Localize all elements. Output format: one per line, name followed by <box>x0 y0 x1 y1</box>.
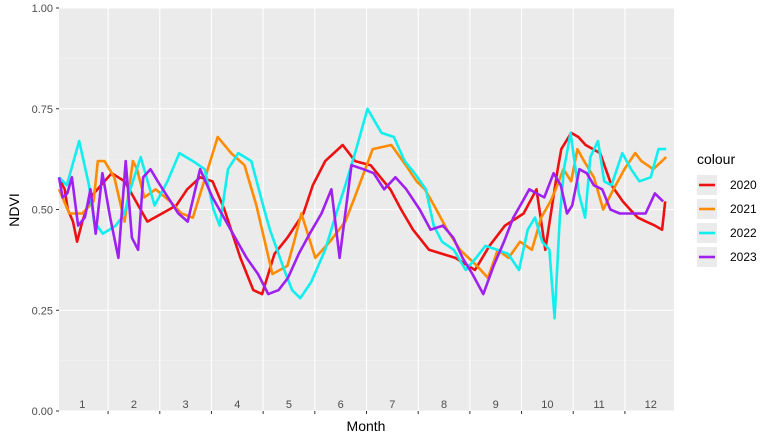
month-label: 10 <box>541 399 553 411</box>
month-label: 2 <box>131 399 137 411</box>
month-label: 1 <box>79 399 85 411</box>
series-line-2020 <box>57 131 667 296</box>
y-axis-ticks: 0.00 0.25 0.50 0.75 1.00 <box>32 3 59 418</box>
month-label: 3 <box>183 399 189 411</box>
series-line-2023 <box>57 159 665 296</box>
series-lines <box>57 107 668 320</box>
x-axis-ticks: 1 2 3 4 5 6 7 8 9 10 11 12 <box>79 399 657 414</box>
y-axis-title: NDVI <box>6 193 22 226</box>
legend-label-2020: 2020 <box>730 178 757 192</box>
series-line-2021 <box>57 135 668 280</box>
month-label: 12 <box>645 399 657 411</box>
series-line-2022 <box>58 107 667 320</box>
y-tick-label: 0.25 <box>32 305 53 317</box>
month-label: 11 <box>593 399 604 411</box>
legend-title: colour <box>697 151 735 167</box>
legend-label-2021: 2021 <box>730 202 757 216</box>
legend: colour 2020 2021 2022 2023 <box>697 151 757 267</box>
legend-label-2022: 2022 <box>730 226 757 240</box>
month-label: 4 <box>234 399 240 411</box>
y-tick-label: 0.75 <box>32 104 53 116</box>
month-label: 5 <box>286 399 292 411</box>
month-label: 6 <box>338 399 344 411</box>
y-tick-label: 1.00 <box>32 3 53 15</box>
month-label: 7 <box>389 399 395 411</box>
y-tick-label: 0.50 <box>32 205 53 217</box>
y-tick-label: 0.00 <box>32 406 53 418</box>
legend-label-2023: 2023 <box>730 250 757 264</box>
month-label: 8 <box>441 399 447 411</box>
x-axis-title: Month <box>347 418 386 434</box>
month-label: 9 <box>493 399 499 411</box>
